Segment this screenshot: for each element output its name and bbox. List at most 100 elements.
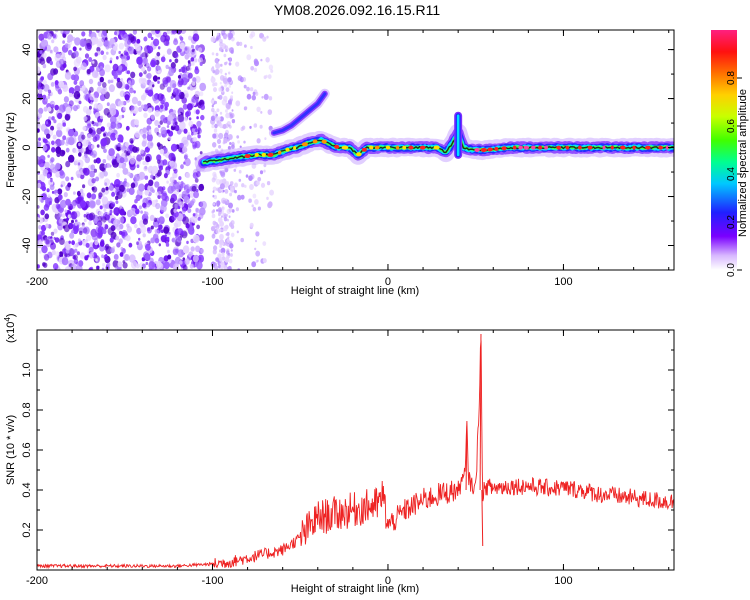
spectrogram-noise-blob bbox=[55, 162, 61, 170]
spectrogram-noise-blob bbox=[64, 266, 71, 270]
spectrogram-noise-blob bbox=[182, 146, 188, 153]
spectrogram-noise-blob bbox=[174, 58, 179, 64]
spectrogram-noise-blob bbox=[159, 148, 165, 155]
spectrogram-noise-blob bbox=[120, 246, 124, 251]
spectrogram-noise-blob bbox=[254, 247, 257, 251]
spectrogram-noise-blob bbox=[126, 226, 132, 233]
spectrogram-noise-blob bbox=[110, 225, 116, 232]
spectrogram-noise-blob bbox=[44, 138, 48, 144]
spectrogram-noise-blob bbox=[126, 188, 130, 193]
spectrogram-noise-blob bbox=[229, 58, 232, 61]
spectrogram-noise-blob bbox=[138, 183, 145, 192]
spectrogram-noise-blob bbox=[43, 204, 50, 211]
spectrogram-noise-blob bbox=[96, 127, 102, 135]
spectrogram-noise-blob bbox=[118, 50, 121, 55]
spectrogram-noise-blob bbox=[62, 33, 67, 38]
spectrogram-noise-blob bbox=[163, 226, 170, 234]
spectrogram-hot-spot bbox=[356, 152, 362, 157]
snr-ytick-label: 0.6 bbox=[21, 442, 33, 457]
spectrogram-noise-blob bbox=[67, 214, 71, 219]
spectrogram-ytick-label: 0 bbox=[21, 144, 33, 150]
spectrogram-noise-blob bbox=[250, 66, 255, 71]
spectrogram-noise-blob bbox=[116, 172, 120, 178]
spectrogram-noise-blob bbox=[103, 171, 108, 177]
spectrogram-noise-blob bbox=[235, 207, 239, 212]
spectrogram-noise-blob bbox=[74, 221, 78, 226]
spectrogram-noise-blob bbox=[245, 174, 249, 178]
spectrogram-noise-blob bbox=[170, 185, 176, 192]
spectrogram-noise-blob bbox=[163, 261, 170, 270]
spectrogram-noise-blob bbox=[186, 188, 190, 194]
spectrogram-noise-blob bbox=[109, 107, 117, 116]
spectrogram-noise-blob bbox=[225, 233, 228, 236]
spectrogram-noise-blob bbox=[214, 71, 218, 76]
spectrogram-noise-blob bbox=[95, 258, 98, 262]
spectrogram-noise-blob bbox=[96, 144, 100, 148]
spectrogram-noise-blob bbox=[224, 241, 229, 246]
snr-xtick-label: 0 bbox=[385, 575, 391, 587]
spectrogram-noise-blob bbox=[125, 182, 130, 188]
spectrogram-noise-blob bbox=[81, 134, 86, 140]
spectrogram-noise-blob bbox=[37, 128, 40, 133]
spectrogram-noise-blob bbox=[148, 85, 152, 90]
spectrogram-noise-blob bbox=[91, 232, 99, 241]
spectrogram-noise-blob bbox=[191, 185, 197, 192]
spectrogram-noise-blob bbox=[88, 78, 94, 85]
spectrogram-noise-blob bbox=[92, 186, 98, 193]
spectrogram-noise-blob bbox=[147, 32, 153, 39]
spectrogram-noise-blob bbox=[141, 104, 145, 109]
spectrogram-noise-blob bbox=[117, 261, 123, 268]
spectrogram-noise-blob bbox=[126, 55, 130, 61]
spectrogram-noise-blob bbox=[166, 236, 170, 241]
spectrogram-noise-blob bbox=[262, 258, 267, 264]
spectrogram-noise-blob bbox=[200, 104, 205, 111]
spectrogram-noise-blob bbox=[64, 209, 68, 213]
spectrogram-noise-blob bbox=[171, 30, 177, 35]
spectrogram-noise-blob bbox=[169, 80, 177, 89]
spectrogram-noise-blob bbox=[211, 75, 214, 79]
spectrogram-noise-blob bbox=[37, 112, 42, 119]
spectrogram-noise-blob bbox=[169, 176, 175, 183]
spectrogram-noise-blob bbox=[220, 63, 223, 67]
spectrogram-hot-spot bbox=[487, 147, 493, 152]
spectrogram-noise-blob bbox=[110, 78, 115, 84]
spectrogram-noise-blob bbox=[168, 231, 171, 235]
spectrogram-noise-blob bbox=[237, 140, 241, 144]
spectrogram-noise-blob bbox=[145, 89, 149, 94]
spectrogram-noise-blob bbox=[105, 254, 108, 257]
spectrogram-noise-blob bbox=[164, 234, 167, 238]
snr-panel: -200 -100 0 100 0.2 0.4 0.6 0.8 1.0 Height of st… bbox=[3, 313, 675, 595]
spectrogram-noise-blob bbox=[166, 76, 171, 83]
snr-peak bbox=[479, 333, 482, 491]
spectrogram-noise-blob bbox=[268, 64, 274, 71]
spectrogram-noise-blob bbox=[103, 148, 107, 153]
spectrogram-noise-blob bbox=[82, 155, 86, 160]
spectrogram-hot-spot bbox=[620, 145, 626, 150]
spectrogram-noise-blob bbox=[77, 159, 84, 168]
spectrogram-noise-blob bbox=[73, 191, 76, 195]
spectrogram-noise-blob bbox=[138, 205, 142, 210]
spectrogram-noise-blob bbox=[168, 66, 172, 70]
spectrogram-noise-blob bbox=[256, 180, 260, 186]
spectrogram-hot-spot bbox=[374, 145, 380, 150]
spectrogram-noise-blob bbox=[210, 226, 216, 232]
spectrogram-noise-blob bbox=[75, 170, 82, 178]
spectrogram-noise-blob bbox=[255, 250, 261, 257]
spectrogram-noise-blob bbox=[214, 265, 219, 270]
spectrogram-hot-spot bbox=[632, 145, 636, 150]
spectrogram-noise-blob bbox=[148, 179, 154, 187]
spectrogram-noise-blob bbox=[149, 187, 154, 192]
snr-ytick-label: 0.2 bbox=[21, 522, 33, 537]
spectrogram-noise-blob bbox=[160, 204, 167, 213]
spectrogram-noise-blob bbox=[38, 107, 44, 115]
spectrogram-noise-blob bbox=[64, 43, 69, 48]
spectrogram-noise-blob bbox=[38, 159, 45, 168]
spectrogram-noise-blob bbox=[74, 219, 78, 223]
spectrogram-noise-blob bbox=[191, 49, 195, 53]
spectrogram-noise-blob bbox=[178, 78, 184, 86]
spectrogram-noise-blob bbox=[248, 175, 253, 182]
spectrogram-xtick-label: 100 bbox=[554, 276, 572, 288]
spectrogram-noise-blob bbox=[246, 86, 250, 92]
spectrogram-noise-blob bbox=[214, 115, 217, 119]
